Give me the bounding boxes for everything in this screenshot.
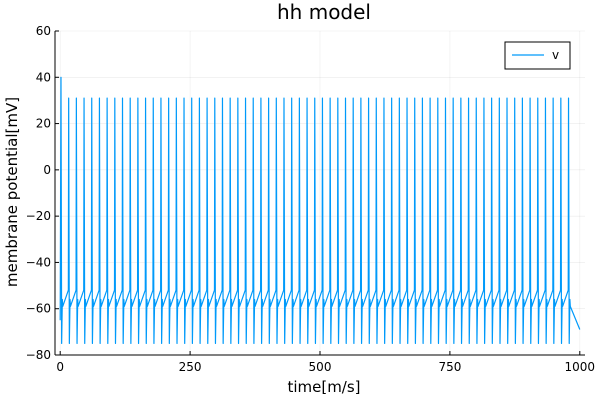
x-tick-label: 250 bbox=[179, 360, 202, 374]
legend-label-v: v bbox=[552, 48, 559, 62]
x-axis-label: time[m/s] bbox=[287, 378, 360, 396]
series-group bbox=[59, 76, 581, 345]
y-tick-label: 0 bbox=[43, 163, 51, 177]
y-axis-label: membrane potential[mV] bbox=[3, 97, 21, 287]
y-tick-label: −80 bbox=[26, 348, 51, 362]
ticks: 0 250 500 750 1000 −80 −60 −40 −20 0 20 40 60 bbox=[26, 24, 595, 374]
y-tick-label: −60 bbox=[26, 302, 51, 316]
series-line-v bbox=[59, 76, 581, 345]
x-tick-label: 750 bbox=[438, 360, 461, 374]
legend: v bbox=[504, 41, 571, 70]
x-tick-label: 0 bbox=[56, 360, 64, 374]
y-tick-label: −20 bbox=[26, 209, 51, 223]
y-tick-label: 20 bbox=[36, 117, 51, 131]
grid bbox=[55, 30, 585, 356]
x-tick-label: 500 bbox=[309, 360, 332, 374]
x-tick-label: 1000 bbox=[565, 360, 596, 374]
y-tick-label: 60 bbox=[36, 24, 51, 38]
y-tick-label: −40 bbox=[26, 255, 51, 269]
chart-title: hh model bbox=[277, 0, 371, 24]
y-tick-label: 40 bbox=[36, 70, 51, 84]
